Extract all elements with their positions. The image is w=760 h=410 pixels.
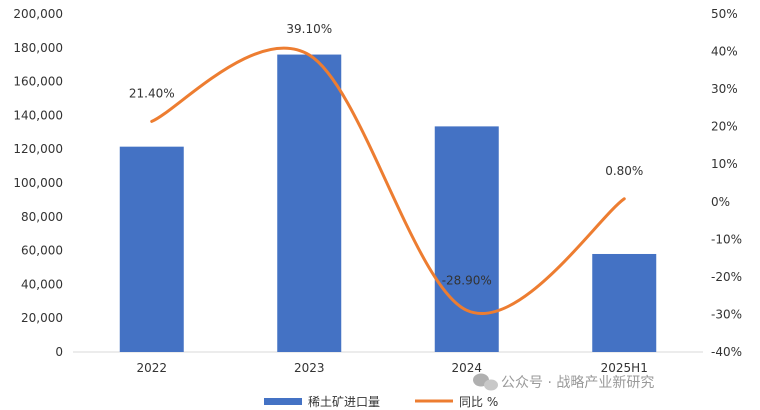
x-axis: 2022 2023 2024 2025H1 (136, 361, 647, 375)
right-tick-label: 50% (711, 7, 738, 21)
legend-bar-swatch (264, 398, 302, 405)
legend-bar-label: 稀土矿进口量 (308, 395, 380, 409)
left-tick-label: 20,000 (21, 311, 63, 325)
right-tick-label: 20% (711, 120, 738, 134)
right-tick-label: -20% (711, 270, 742, 284)
bar (434, 126, 499, 352)
left-tick-label: 180,000 (13, 41, 63, 55)
left-tick-label: 200,000 (13, 7, 63, 21)
line-data-label: 21.40% (129, 86, 175, 100)
legend-line-label: 同比 % (459, 395, 498, 409)
left-axis: 0 20,000 40,000 60,000 80,000 100,000 120,000 1… (13, 7, 63, 359)
legend: 稀土矿进口量 同比 % (264, 395, 498, 409)
x-tick-label: 2023 (294, 361, 325, 375)
left-tick-label: 160,000 (13, 75, 63, 89)
yoy-line (150, 46, 626, 315)
right-tick-label: 0% (711, 195, 730, 209)
line-data-label: 0.80% (605, 164, 643, 178)
right-tick-label: -40% (711, 345, 742, 359)
x-tick-label: 2024 (451, 361, 482, 375)
right-tick-label: 10% (711, 157, 738, 171)
right-axis: -40% -30% -20% -10% 0% 10% 20% 30% 40% 50% (711, 7, 742, 359)
left-tick-label: 80,000 (21, 210, 63, 224)
right-tick-label: -10% (711, 232, 742, 246)
left-tick-label: 140,000 (13, 108, 63, 122)
x-tick-label: 2025H1 (601, 361, 648, 375)
bar-series (119, 54, 657, 353)
line-data-label: 39.10% (286, 22, 332, 36)
line-data-label: -28.90% (442, 273, 492, 287)
line-data-labels: 21.40% 39.10% -28.90% 0.80% (129, 22, 643, 287)
left-tick-label: 40,000 (21, 277, 63, 291)
right-tick-label: 30% (711, 82, 738, 96)
bar (277, 54, 342, 353)
watermark: 公众号 · 战略产业新研究 (473, 373, 654, 391)
left-tick-label: 100,000 (13, 176, 63, 190)
x-tick-label: 2022 (136, 361, 167, 375)
right-tick-label: 40% (711, 45, 738, 59)
right-tick-label: -30% (711, 307, 742, 321)
bar (592, 253, 657, 352)
left-tick-label: 60,000 (21, 244, 63, 258)
wechat-icon (473, 373, 498, 391)
left-tick-label: 0 (55, 345, 63, 359)
left-tick-label: 120,000 (13, 142, 63, 156)
bar (119, 146, 184, 352)
watermark-text: 公众号 · 战略产业新研究 (501, 375, 654, 391)
